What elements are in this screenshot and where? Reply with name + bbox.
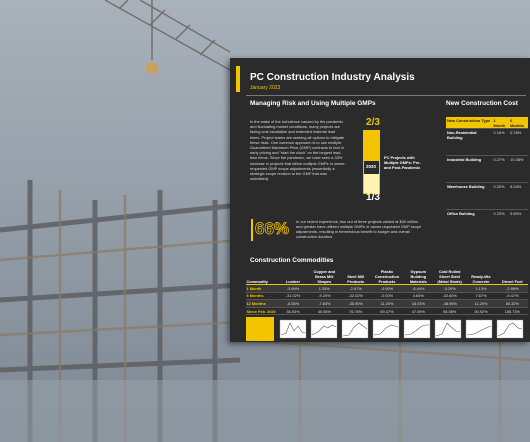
- table-cell: 7.67%: [465, 292, 497, 301]
- column-header: 6 Months: [509, 117, 528, 129]
- table-cell: 40.06%: [308, 307, 340, 316]
- table-cell: -35.90%: [339, 299, 372, 308]
- table-row: 6 Months -31.02% -9.29% -32.02% -0.92% 4.65% -…: [246, 292, 528, 301]
- table-cell: -2.96%: [496, 284, 528, 293]
- table-cell: -9.47%: [496, 292, 528, 301]
- fraction-top: 2/3: [366, 117, 380, 128]
- column-header: Steel Mill Products: [339, 268, 372, 285]
- table-cell: 0.20%: [492, 182, 510, 210]
- column-header: Plastic Construction Products: [371, 268, 403, 285]
- table-cell: -3.29%: [433, 284, 466, 293]
- table-cell: 9.60%: [509, 209, 528, 236]
- commodities-table: Commodity Lumber Copper and Brass Mill Sha…: [246, 268, 528, 316]
- bar-label: 2020: [365, 164, 376, 169]
- table-cell: 10.38%: [509, 155, 528, 183]
- table-cell: 155.73%: [496, 307, 528, 316]
- table-cell: 30.92%: [465, 307, 497, 316]
- column-header: Cold Rolled Sheet Steel (Metal Studs): [433, 268, 466, 285]
- row-label: 1 Month: [246, 284, 278, 293]
- accent-bar: [236, 66, 240, 92]
- column-header: New Construction Type: [446, 117, 493, 129]
- table-cell: 11.20%: [371, 299, 403, 308]
- stat-text: In our recent experience, two out of thr…: [296, 219, 422, 239]
- table-cell: -31.02%: [277, 292, 309, 301]
- table-cell: -2.97%: [339, 284, 372, 293]
- row-label: Since Feb. 2020: [246, 307, 278, 316]
- sparkline-row: [246, 317, 524, 341]
- table-cell: 0.27%: [492, 155, 510, 183]
- table-cell: -8.65%: [277, 299, 309, 308]
- column-header: Ready-Mix Concrete: [465, 268, 497, 285]
- row-label: Warehouse Building: [446, 182, 493, 210]
- table-cell: -5.44%: [402, 284, 434, 293]
- table-cell: 76.76%: [339, 307, 372, 316]
- title: PC Construction Industry Analysis: [250, 72, 415, 83]
- column-header: Copper and Brass Mill Shapes: [308, 268, 340, 285]
- table-cell: 98.08%: [433, 307, 466, 316]
- section-heading: Managing Risk and Using Multiple GMPs: [250, 100, 376, 107]
- row-label: 12 Months: [246, 299, 278, 308]
- table-cell: 6.24%: [509, 182, 528, 210]
- table-cell: 50.32%: [496, 299, 528, 308]
- row-label: Non-Residential Building: [446, 128, 493, 156]
- date: January 2023: [250, 85, 281, 91]
- header-row: Commodity Lumber Copper and Brass Mill Sha…: [246, 268, 528, 285]
- table-cell: -7.84%: [308, 299, 340, 308]
- cost-table: New Construction Type 1 Month 6 Months Non-…: [446, 117, 528, 236]
- table-cell: -32.02%: [339, 292, 372, 301]
- table-cell: 4.65%: [402, 292, 434, 301]
- table-row: 1 Month -3.69% 1.35% -2.97% -0.90% -5.44% -3.2…: [246, 284, 528, 293]
- column-header: Lumber: [277, 268, 309, 285]
- table-cell: 0.16%: [492, 128, 510, 156]
- table-cell: -3.69%: [277, 284, 309, 293]
- divider: [246, 95, 526, 96]
- table-cell: 0.78%: [509, 128, 528, 156]
- table-cell: -48.95%: [433, 299, 466, 308]
- row-label: 6 Months: [246, 292, 278, 301]
- column-header: 1 Month: [492, 117, 510, 129]
- header-row: New Construction Type 1 Month 6 Months: [446, 117, 528, 129]
- table-row: 12 Months -8.65% -7.84% -35.90% 11.20% 18.03%…: [246, 299, 528, 308]
- table-cell: 0.23%: [492, 209, 510, 236]
- table-cell: 1.13%: [465, 284, 497, 293]
- column-header: Gypsum Building Materials: [402, 268, 434, 285]
- row-label: Industrial Building: [446, 155, 493, 183]
- caption: PC Projects with Multiple GMPs: Pre- and…: [384, 155, 421, 170]
- stat: 66%: [255, 219, 290, 239]
- table-row: Since Feb. 2020 36.53% 40.06% 76.76% 69.47% 4…: [246, 307, 528, 316]
- table-cell: 47.09%: [402, 307, 434, 316]
- table-cell: 18.03%: [402, 299, 434, 308]
- table-cell: 11.29%: [465, 299, 497, 308]
- section-heading: Construction Commodities: [250, 257, 334, 264]
- ratio-fill: [363, 130, 379, 161]
- paragraph: In the wake of the turbulence caused by …: [250, 119, 347, 182]
- column-header: Commodity: [246, 268, 278, 285]
- column-header: Diesel Fuel: [496, 268, 528, 285]
- section-heading: New Construction Cost: [446, 100, 518, 107]
- table-row: Warehouse Building 0.20% 6.24%: [446, 182, 528, 210]
- fraction-bottom: 1/3: [366, 192, 380, 203]
- row-label: Office Building: [446, 209, 493, 236]
- table-cell: -42.60%: [433, 292, 466, 301]
- table-cell: -0.90%: [371, 284, 403, 293]
- table-cell: 69.47%: [371, 307, 403, 316]
- ratio-low: [363, 174, 379, 193]
- table-row: Office Building 0.23% 9.60%: [446, 209, 528, 236]
- table-cell: 36.53%: [277, 307, 309, 316]
- table-cell: -0.92%: [371, 292, 403, 301]
- table-row: Non-Residential Building 0.16% 0.78%: [446, 128, 528, 156]
- table-row: Industrial Building 0.27% 10.38%: [446, 155, 528, 183]
- table-cell: 1.35%: [308, 284, 340, 293]
- stat-accent: [251, 219, 253, 241]
- table-cell: -9.29%: [308, 292, 340, 301]
